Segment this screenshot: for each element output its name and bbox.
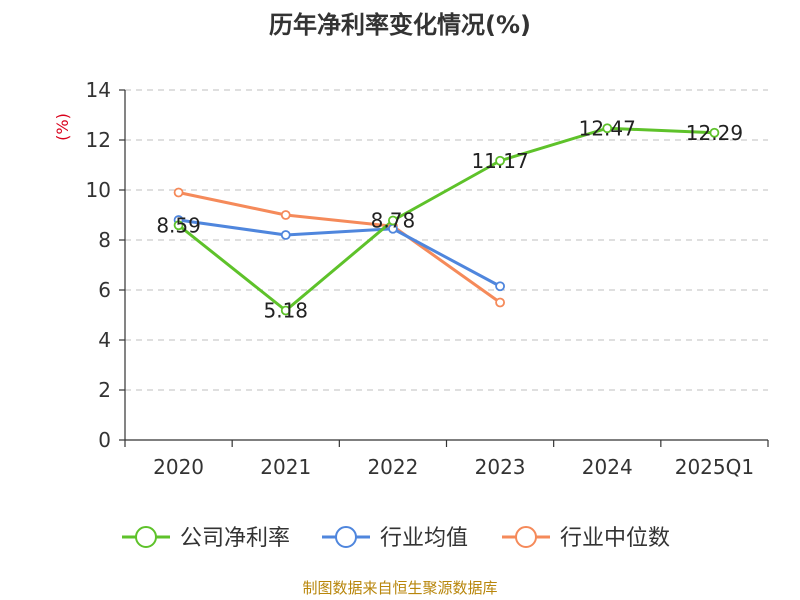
legend-label: 行业中位数 [560, 526, 670, 551]
data-point [388, 215, 398, 226]
y-axis-unit-label: (%) [53, 113, 72, 141]
legend-marker [135, 526, 157, 548]
y-tick-label: 12 [86, 128, 111, 152]
x-tick-label: 2021 [260, 455, 311, 479]
data-label: 12.47 [579, 116, 636, 140]
data-labels: 8.59 5.18 8.78 11.17 12.47 12.29 [156, 116, 743, 322]
chart-title: 历年净利率变化情况(%) [269, 11, 531, 39]
y-tick-label: 14 [86, 78, 111, 102]
data-label: 11.17 [471, 149, 528, 173]
y-tick-label: 4 [98, 328, 111, 352]
data-label: 8.78 [371, 209, 416, 233]
y-tick-label: 2 [98, 378, 111, 402]
series-line [178, 191, 501, 304]
legend-label: 公司净利率 [180, 526, 290, 551]
data-point [280, 210, 291, 220]
series-line [177, 126, 715, 312]
y-tick-label: 8 [98, 228, 111, 252]
x-tick-label: 2022 [367, 455, 418, 479]
y-tick-label: 0 [98, 428, 111, 452]
data-label: 12.29 [686, 121, 743, 145]
legend-marker [335, 526, 357, 548]
series-points [173, 123, 720, 316]
y-tick-label: 10 [86, 178, 111, 202]
data-point [602, 123, 613, 134]
legend: 公司净利率 行业均值 行业中位数 [122, 526, 670, 551]
data-label: 5.18 [263, 299, 308, 323]
data-point [709, 127, 720, 138]
source-note: 制图数据来自恒生聚源数据库 [302, 579, 497, 597]
data-point [495, 297, 505, 308]
data-point [280, 230, 291, 240]
data-label: 8.59 [156, 213, 201, 237]
data-point [495, 155, 505, 166]
series-line [178, 218, 501, 288]
x-tick-label: 2020 [153, 455, 204, 479]
legend-label: 行业均值 [380, 526, 468, 551]
series-lines [177, 126, 715, 312]
x-tick-label: 2024 [582, 455, 633, 479]
x-tick-label: 2023 [475, 455, 526, 479]
legend-marker [515, 526, 537, 548]
data-point [495, 281, 505, 292]
x-tick-label: 2025Q1 [675, 455, 754, 479]
gridlines [125, 89, 768, 391]
data-point [280, 305, 291, 316]
axes: 0 2 4 6 8 10 12 14 2020 2021 2022 2023 2024 2025Q1 [86, 78, 769, 479]
data-point [173, 187, 184, 198]
data-point [173, 220, 184, 231]
y-tick-label: 6 [98, 278, 111, 302]
